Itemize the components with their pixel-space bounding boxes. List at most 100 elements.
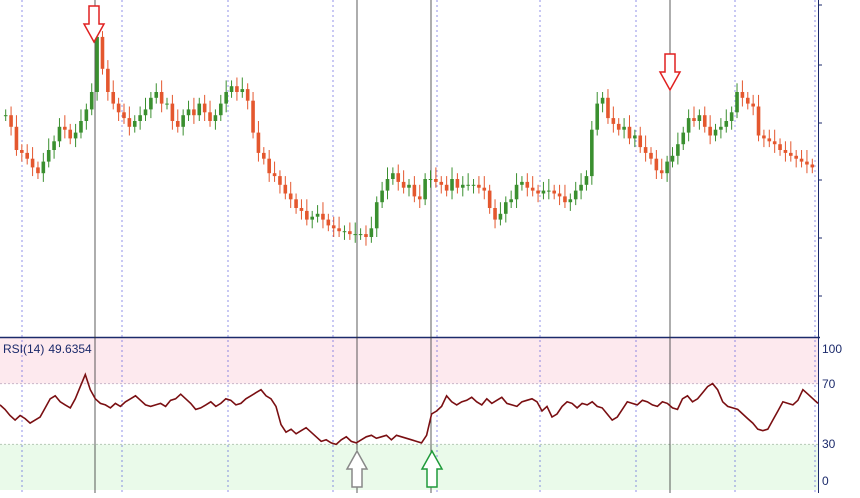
candle-body [536, 190, 540, 194]
candle-body [794, 155, 798, 159]
candle-body [229, 86, 234, 92]
candle-body [132, 121, 137, 127]
candle-body [299, 208, 304, 211]
candle-body [702, 115, 707, 127]
candle-body [380, 190, 384, 203]
candle-body [224, 92, 228, 104]
candle-body [138, 115, 142, 121]
candle-body [331, 225, 336, 229]
candle-body [520, 181, 524, 185]
candle-body [493, 208, 497, 220]
candle-body [14, 126, 19, 150]
candle-body [638, 135, 643, 148]
candle-body [262, 152, 266, 159]
candle-body [778, 144, 782, 150]
candle-body [568, 199, 573, 203]
candle-body [616, 123, 621, 130]
candle-body [208, 112, 212, 121]
candle-body [541, 190, 546, 194]
candle-body [665, 161, 669, 174]
candle-body [434, 179, 438, 182]
sell-arrow-icon [82, 5, 106, 44]
candle-body [348, 231, 352, 235]
candle-body [256, 132, 261, 153]
candle-body [116, 103, 121, 113]
candle-body [745, 97, 750, 104]
rsi-series-line [0, 372, 819, 446]
candle-body [606, 97, 610, 119]
candle-body [73, 132, 78, 139]
rsi-tick-30: 30 [822, 437, 836, 451]
candle-body [294, 199, 298, 208]
candle-body [729, 112, 734, 121]
candle-body [697, 115, 702, 121]
candle-body [165, 103, 169, 105]
candle-body [444, 184, 449, 191]
candle-body [235, 86, 239, 92]
candle-body [724, 121, 729, 127]
candle-body [283, 184, 288, 194]
candle-body [272, 173, 277, 177]
candle-body [547, 190, 551, 192]
candle-body [170, 103, 175, 121]
candle-body [79, 121, 83, 133]
candle-body [122, 112, 126, 119]
rsi-indicator-value: 49.6354 [48, 342, 92, 356]
candle-body [154, 92, 159, 98]
candle-body [659, 170, 664, 174]
candle-body [552, 190, 556, 194]
candle-body [756, 106, 761, 136]
candle-body [482, 187, 487, 191]
candle-body [310, 216, 315, 220]
candle-body [573, 190, 578, 200]
candle-body [633, 135, 637, 139]
candle-body [487, 190, 492, 208]
candle-body [762, 135, 766, 139]
candle-body [337, 228, 341, 232]
candle-body [622, 126, 626, 130]
candle-body [9, 115, 13, 127]
candle-body [428, 179, 433, 180]
candle-body [100, 36, 105, 69]
candle-body [681, 132, 686, 145]
candle-body [643, 147, 648, 153]
candle-body [417, 196, 422, 200]
candle-body [30, 158, 35, 168]
candle-body [342, 231, 347, 233]
candle-body [267, 158, 271, 174]
candle-body [278, 176, 282, 185]
candle-body [789, 152, 793, 156]
candle-body [477, 184, 481, 188]
candle-body [530, 187, 535, 191]
candle-body [783, 150, 788, 153]
candle-body [181, 115, 185, 127]
candle-body [127, 118, 132, 127]
buy-arrow-icon [420, 449, 444, 488]
candle-body [305, 210, 309, 220]
candle-body [36, 167, 40, 174]
candle-body [654, 158, 659, 171]
candle-body [810, 164, 815, 168]
candle-body [364, 234, 368, 237]
candle-body [251, 100, 255, 133]
candle-body [713, 129, 718, 136]
oversold-zone [0, 444, 818, 490]
candle-body [25, 152, 29, 159]
candle-body [740, 92, 745, 98]
candle-body [63, 126, 67, 130]
candle-body [326, 219, 331, 226]
candle-body [89, 92, 94, 110]
candle-body [772, 141, 777, 145]
candle-body [407, 184, 411, 188]
candle-body [514, 184, 519, 200]
candle-body [143, 109, 148, 116]
candle-body [192, 109, 196, 116]
candle-body [498, 213, 503, 220]
candle-body [503, 202, 508, 214]
candle-body [805, 161, 809, 165]
candle-body [288, 193, 293, 200]
candle-body [353, 234, 358, 236]
overbought-zone [0, 338, 818, 384]
candle-body [385, 179, 390, 191]
